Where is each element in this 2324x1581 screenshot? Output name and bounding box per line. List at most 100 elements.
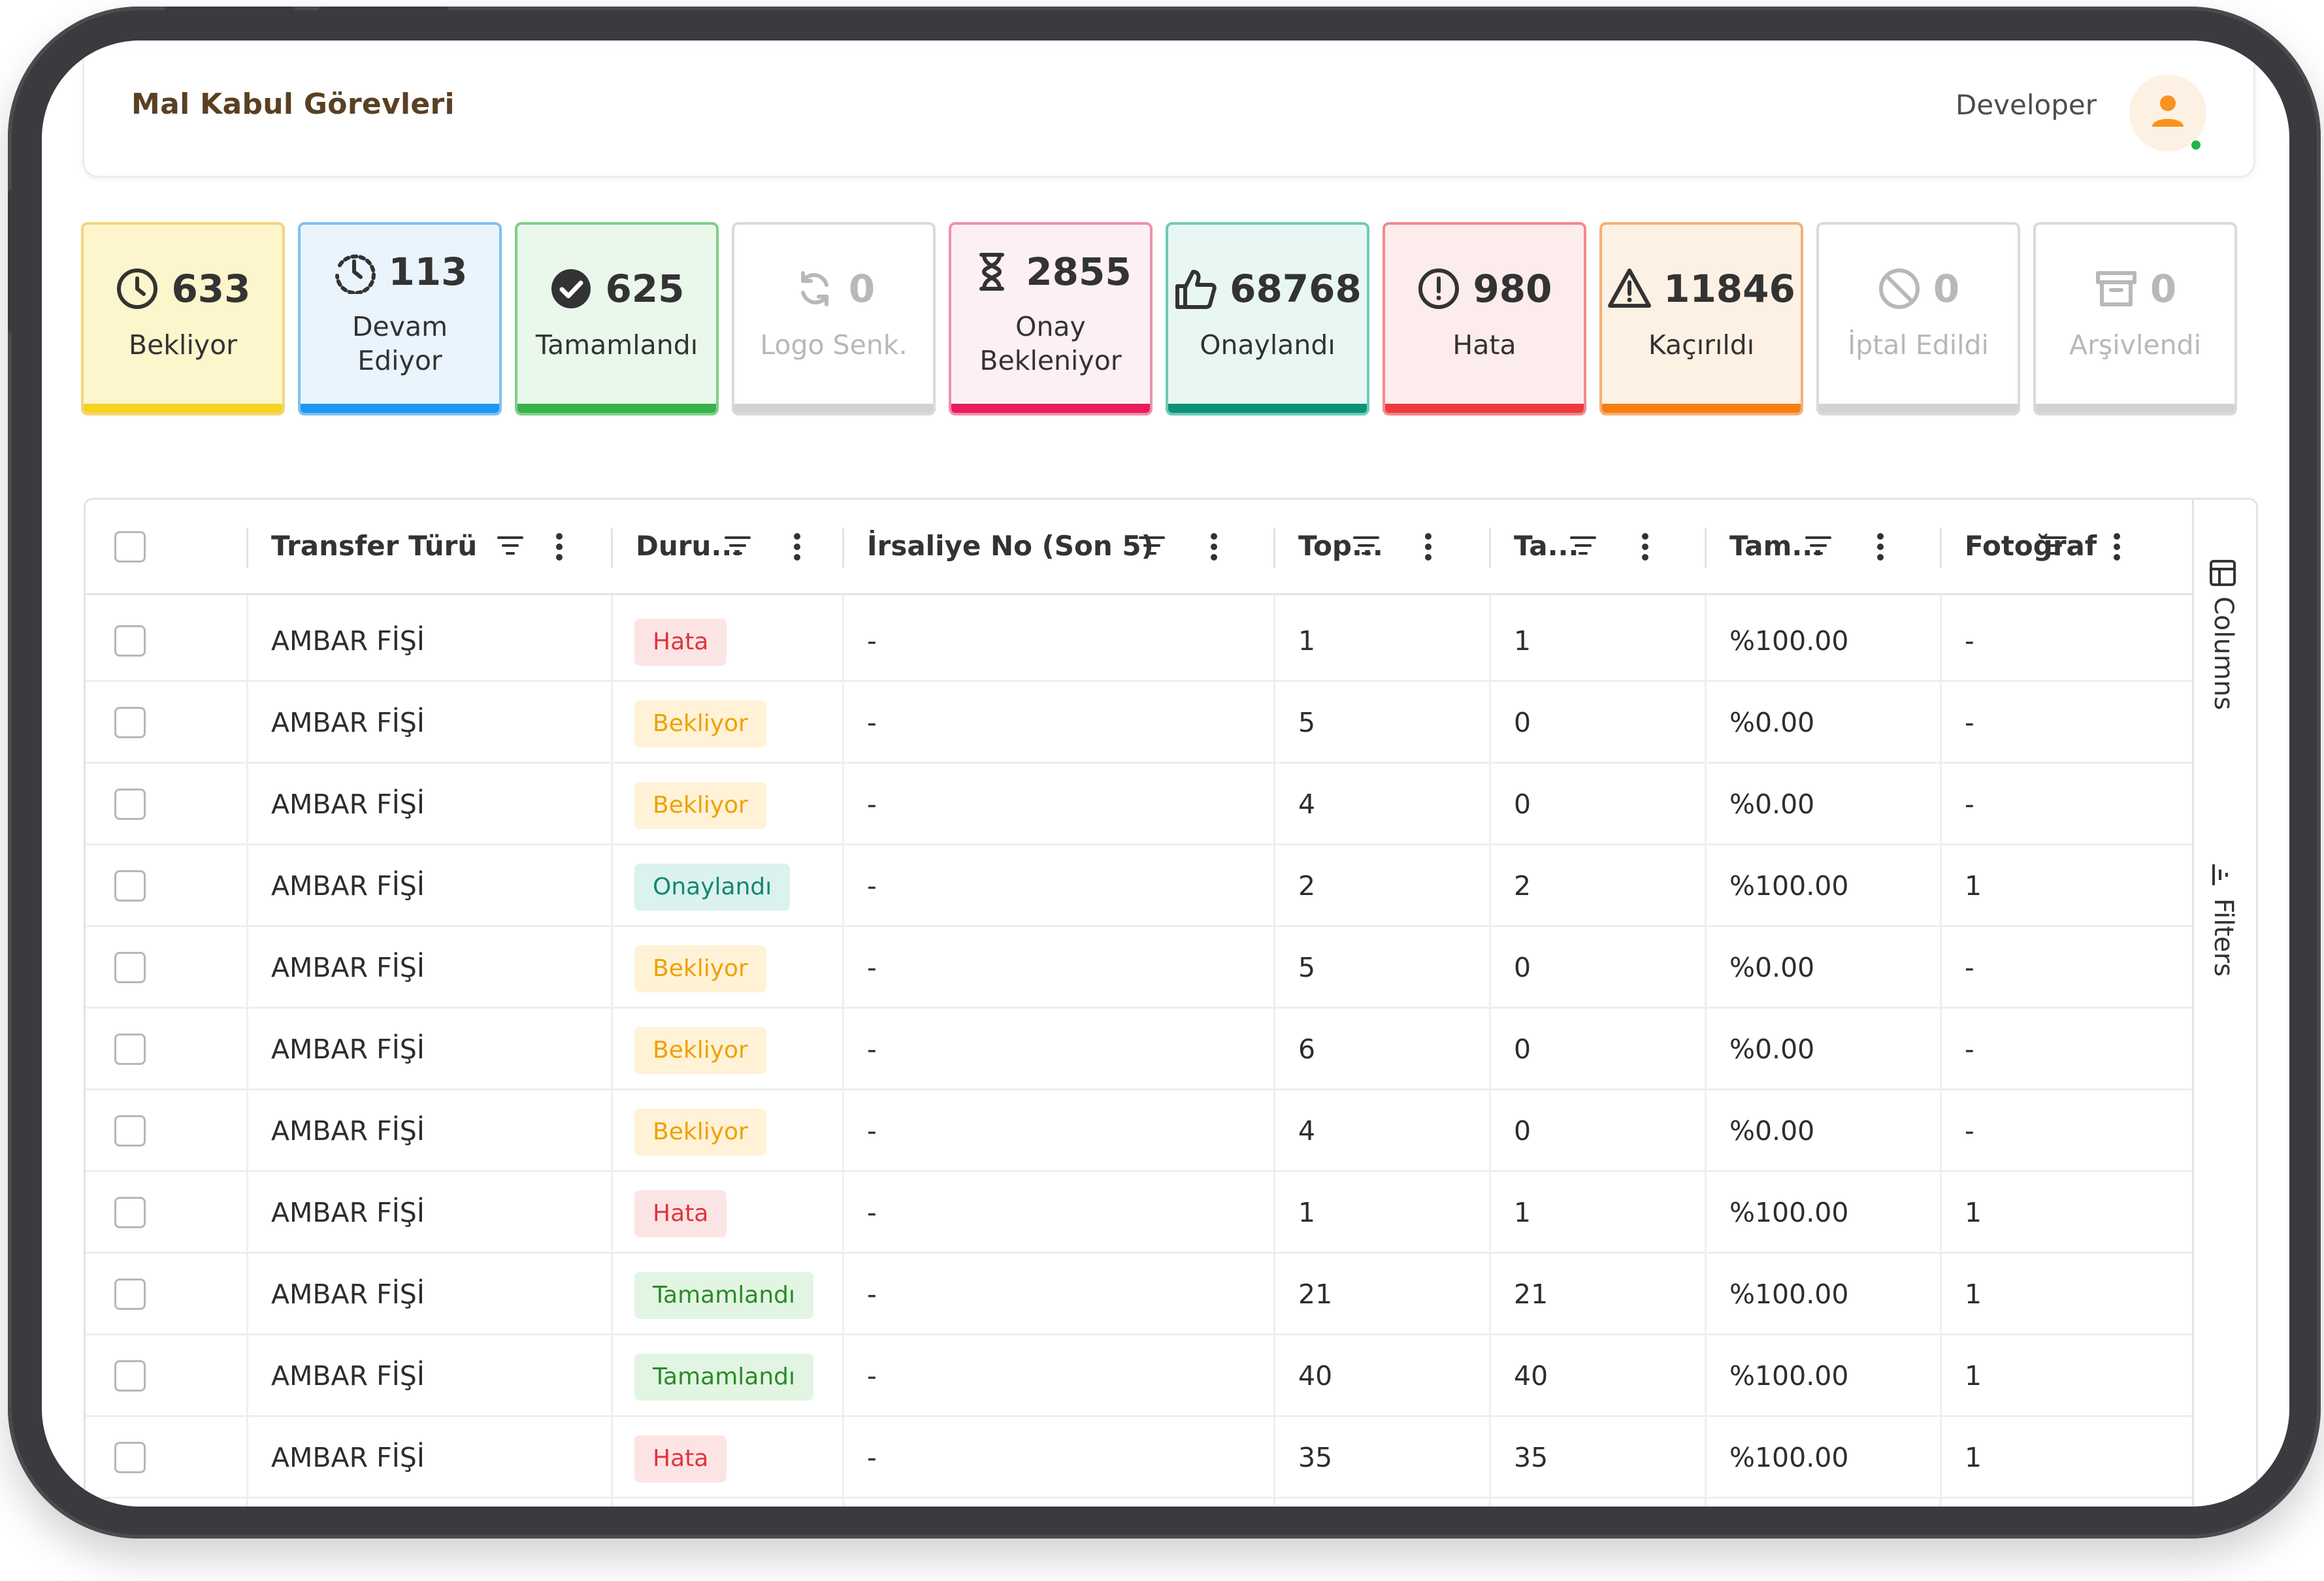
column-filter-button[interactable] (2039, 534, 2068, 560)
row-checkbox[interactable] (114, 1360, 146, 1392)
column-header[interactable]: Top... (1275, 500, 1490, 595)
columns-panel-toggle[interactable]: Columns (2208, 559, 2245, 710)
column-filter-button[interactable] (1352, 534, 1381, 560)
transfer-type-cell: AMBAR FİŞİ (271, 707, 425, 738)
status-label: Logo Senk. (760, 329, 908, 361)
cancel-icon (1878, 269, 1920, 309)
row-checkbox[interactable] (114, 1197, 146, 1228)
more-vertical-icon (1642, 533, 1648, 561)
column-resize-handle[interactable] (1940, 529, 1942, 568)
status-card[interactable]: 11846 Kaçırıldı (1599, 222, 1803, 416)
photo-cell: 1 (1965, 870, 1982, 902)
irsaliye-cell: - (867, 1197, 877, 1228)
column-filter-button[interactable] (1569, 534, 1597, 560)
done-cell: 40 (1514, 1360, 1548, 1392)
status-card[interactable]: 0 Logo Senk. (732, 222, 936, 416)
table-row[interactable]: AMBAR FİŞİ Bekliyor - 4 0 %0.00 - (86, 764, 2196, 845)
status-cell: Tamamlandı (634, 1335, 843, 1417)
column-menu-button[interactable] (793, 531, 802, 565)
status-card[interactable]: 68768 Onaylandı (1166, 222, 1369, 416)
filters-panel-toggle[interactable]: Filters (2208, 860, 2245, 977)
column-resize-handle[interactable] (842, 529, 844, 568)
photo-cell: - (1965, 707, 1974, 738)
photo-cell: - (1965, 952, 1974, 983)
column-filter-button[interactable] (1137, 534, 1166, 560)
table-row[interactable]: AMBAR FİŞİ Tamamlandı - 21 21 %100.00 1 (86, 1254, 2196, 1335)
status-card[interactable]: 625 Tamamlandı (515, 222, 719, 416)
photo-cell: - (1965, 625, 1974, 657)
status-color-bar (1385, 404, 1584, 413)
column-header[interactable]: İrsaliye No (Son 5) (843, 500, 1275, 595)
table-row[interactable]: AMBAR FİŞİ Hata - 35 35 %100.00 1 (86, 1417, 2196, 1499)
row-checkbox[interactable] (114, 1034, 146, 1065)
column-menu-button[interactable] (555, 531, 564, 565)
percent-cell: %100.00 (1729, 1197, 1849, 1228)
table-columns-icon (2210, 560, 2236, 586)
column-resize-handle[interactable] (1489, 529, 1491, 568)
table-row[interactable]: AMBAR FİŞİ Tamamlandı - 40 40 %100.00 1 (86, 1335, 2196, 1417)
done-cell: 2 (1514, 870, 1531, 902)
row-checkbox[interactable] (114, 952, 146, 983)
status-cell: Bekliyor (634, 927, 843, 1009)
irsaliye-cell: - (867, 1360, 877, 1392)
column-filter-button[interactable] (496, 534, 525, 560)
status-count: 11846 (1663, 267, 1795, 311)
total-cell: 4 (1298, 1115, 1316, 1147)
row-checkbox[interactable] (114, 707, 146, 738)
filter-icon (1139, 536, 1165, 555)
row-checkbox[interactable] (114, 1279, 146, 1310)
column-resize-handle[interactable] (611, 529, 613, 568)
status-color-bar (1602, 404, 1801, 413)
status-card[interactable]: 113 Devam Ediyor (298, 222, 502, 416)
row-checkbox[interactable] (114, 789, 146, 820)
column-menu-button[interactable] (1641, 531, 1650, 565)
status-count: 0 (1933, 267, 1960, 311)
column-menu-button[interactable] (1209, 531, 1219, 565)
status-card[interactable]: 0 İptal Edildi (1816, 222, 2020, 416)
status-card[interactable]: 980 Hata (1383, 222, 1586, 416)
transfer-type-cell: AMBAR FİŞİ (271, 1360, 425, 1392)
status-label: Tamamlandı (535, 329, 698, 361)
column-header[interactable]: Duru... (612, 500, 843, 595)
status-chip: Bekliyor (634, 945, 766, 992)
table-row[interactable]: AMBAR FİŞİ Bekliyor - 5 0 %0.00 - (86, 927, 2196, 1009)
page-title: Mal Kabul Görevleri (131, 88, 455, 121)
table-row[interactable]: AMBAR FİŞİ Onaylandı - 2 2 %100.00 1 (86, 845, 2196, 927)
column-menu-button[interactable] (2112, 531, 2121, 565)
column-menu-button[interactable] (1876, 531, 1885, 565)
status-color-bar (1168, 404, 1367, 413)
status-card[interactable]: 633 Bekliyor (81, 222, 285, 416)
avatar[interactable] (2129, 74, 2206, 152)
column-filter-button[interactable] (1804, 534, 1833, 560)
table-row[interactable]: AMBAR FİŞİ Bekliyor - 4 0 %0.00 - (86, 1090, 2196, 1172)
status-card[interactable]: 2855 Onay Bekleniyor (949, 222, 1153, 416)
table-row[interactable]: AMBAR FİŞİ Bekliyor - 5 0 %0.00 - (86, 682, 2196, 764)
device-frame: Mal Kabul Görevleri Developer 633 Bekliyo… (8, 7, 2321, 1539)
column-header[interactable]: Ta... (1490, 500, 1706, 595)
row-checkbox[interactable] (114, 1442, 146, 1473)
row-checkbox[interactable] (114, 1115, 146, 1147)
status-count: 2855 (1026, 250, 1132, 294)
photo-cell: 1 (1965, 1442, 1982, 1473)
table-row[interactable]: AMBAR FİŞİ Bekliyor - 6 0 %0.00 - (86, 1009, 2196, 1090)
hourglass-icon (979, 253, 1005, 291)
column-header[interactable]: Transfer Türü (248, 500, 612, 595)
column-resize-handle[interactable] (1705, 529, 1707, 568)
status-card[interactable]: 0 Arşivlendi (2033, 222, 2237, 416)
error-circle-icon (1418, 269, 1460, 309)
more-vertical-icon (1425, 533, 1432, 561)
column-resize-handle[interactable] (1273, 529, 1275, 568)
table-row[interactable]: AMBAR FİŞİ Hata - 1 1 %100.00 - (86, 600, 2196, 682)
filter-icon (1805, 536, 1831, 555)
column-menu-button[interactable] (1424, 531, 1433, 565)
column-resize-handle[interactable] (246, 529, 248, 568)
row-checkbox[interactable] (114, 625, 146, 657)
table-row[interactable]: AMBAR FİŞİ Hata - 1 1 %100.00 1 (86, 1172, 2196, 1254)
status-cell: Onaylandı (634, 845, 843, 927)
select-all-checkbox[interactable] (114, 531, 146, 562)
row-checkbox[interactable] (114, 870, 146, 902)
column-header[interactable]: Fotoğraf (1941, 500, 2196, 595)
column-header[interactable]: Tam... (1706, 500, 1941, 595)
device-button (8, 189, 17, 333)
column-filter-button[interactable] (723, 534, 752, 560)
